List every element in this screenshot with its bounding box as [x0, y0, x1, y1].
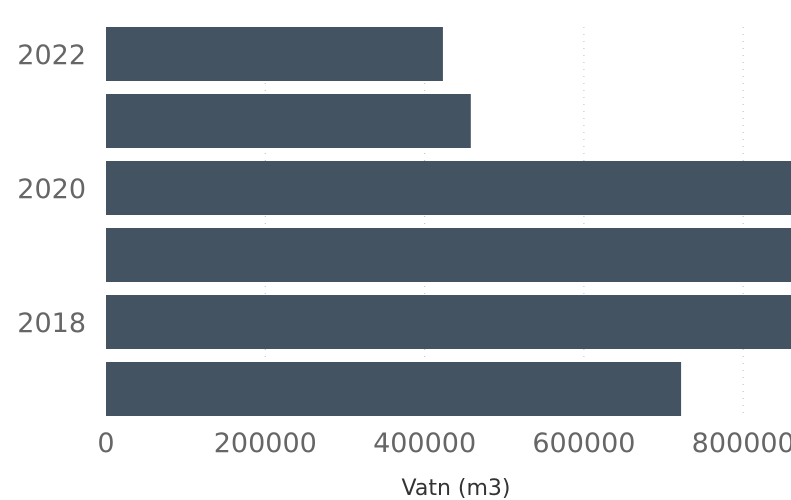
bar-2019 [106, 228, 791, 282]
x-tick-label: 800000 [692, 428, 791, 459]
x-tick-label: 200000 [214, 428, 317, 459]
bar-2018 [106, 295, 791, 349]
x-tick-label: 400000 [373, 428, 476, 459]
bar-2020 [106, 161, 791, 215]
bar-2021 [106, 94, 471, 148]
y-tick-label: 2018 [17, 308, 86, 339]
x-axis-title: Vatn (m3) [402, 476, 511, 500]
x-tick-label: 0 [97, 428, 114, 459]
x-axis-labels: 0 200000 400000 600000 800000 [97, 428, 791, 459]
gridlines [265, 27, 743, 416]
bars [106, 27, 791, 416]
bar-2022 [106, 27, 443, 81]
y-tick-label: 2020 [17, 174, 86, 205]
y-tick-label: 2022 [17, 40, 86, 71]
x-tick-label: 600000 [532, 428, 635, 459]
bar-2017 [106, 362, 681, 416]
y-axis-labels: 2022 2020 2018 [17, 40, 86, 339]
